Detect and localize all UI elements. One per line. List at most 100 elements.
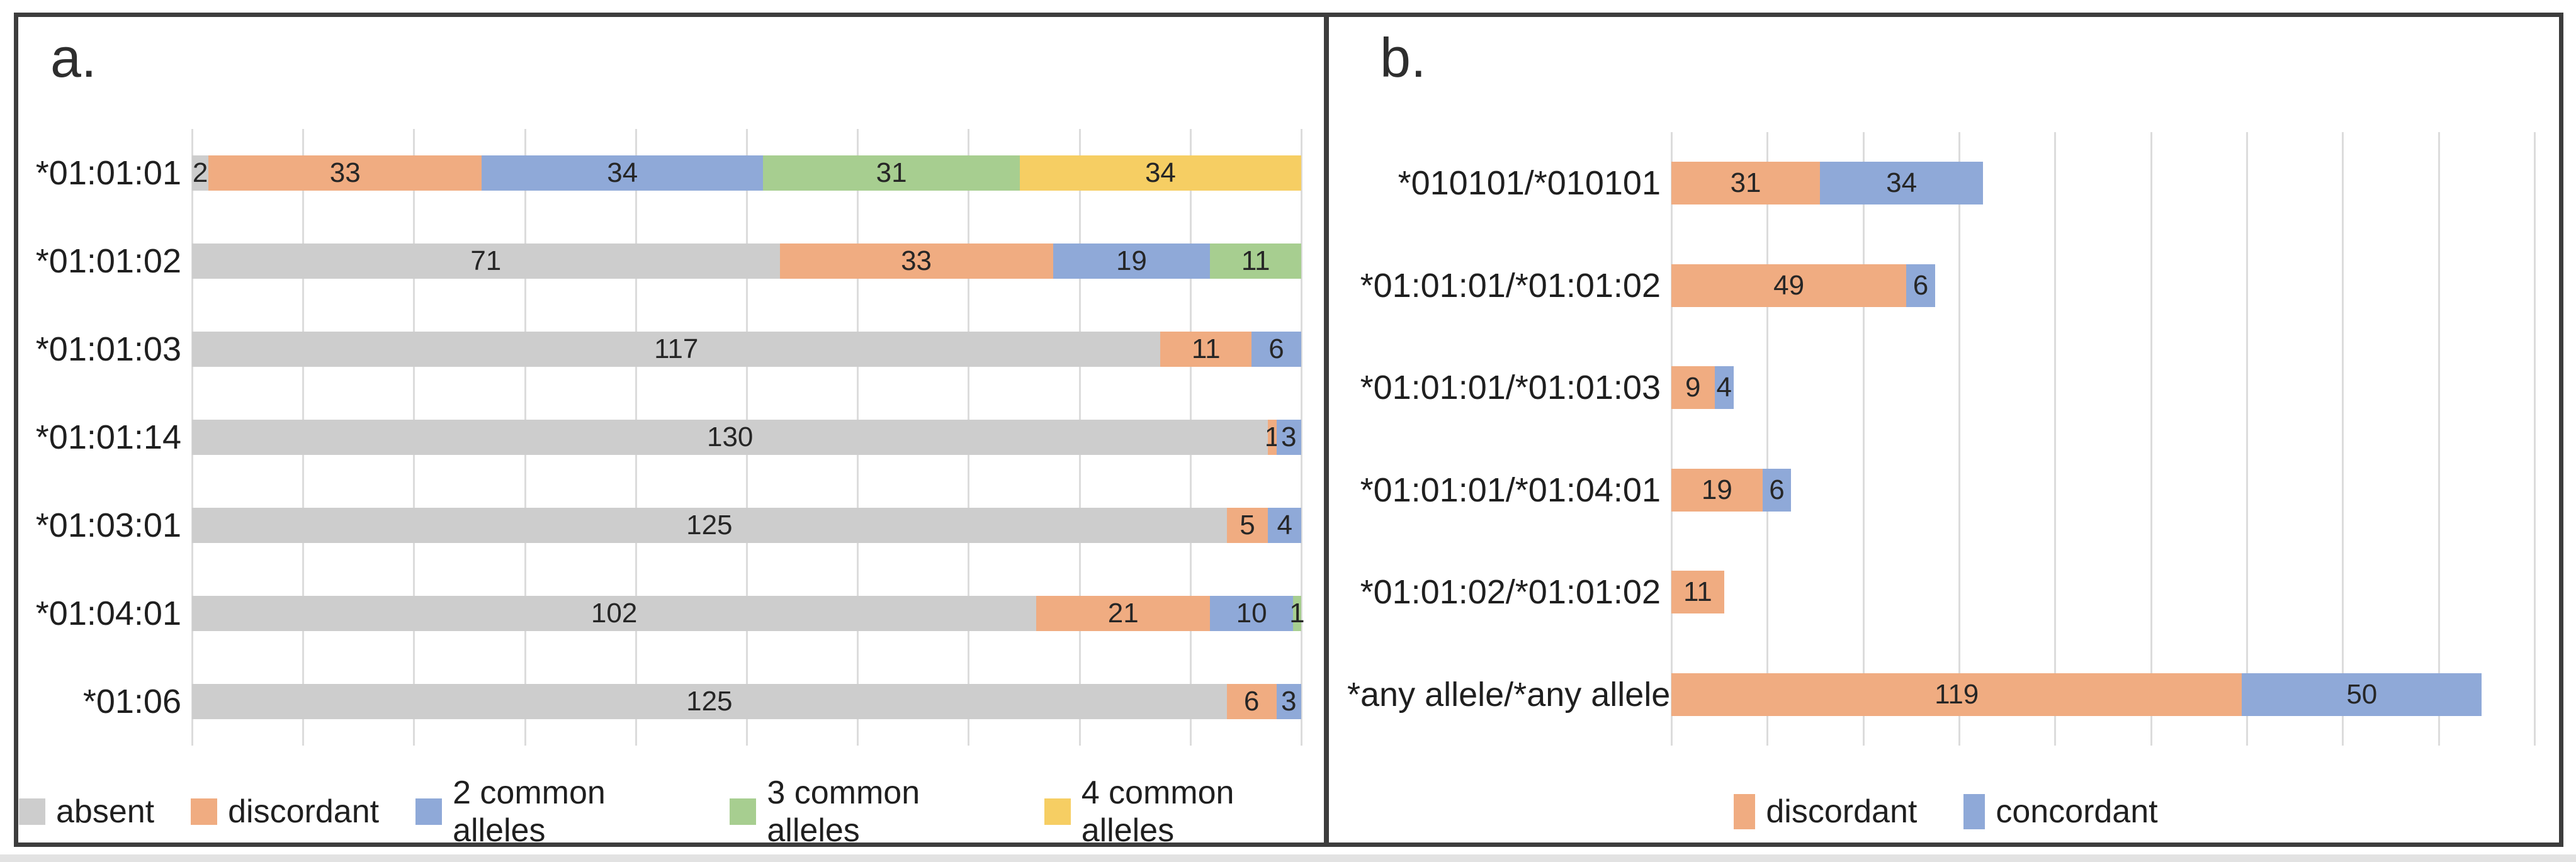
bar-segment: 34 [1019,155,1301,191]
legend-label: discordant [1766,793,1918,830]
bar-segment: 125 [192,508,1227,543]
bar-value-label: 102 [590,598,638,629]
bar-segment: 50 [2242,673,2482,716]
bar-segment: 11 [1160,332,1252,367]
category-label: *01:03:01 [35,507,181,544]
panel-a-plot-area: 2 33 34 31 34 71 33 19 11 117 11 6 130 1 3 125 5 4 102 21 10… [191,129,1305,746]
bar-row: 2 33 34 31 34 [192,155,1301,191]
bar-value-label: 2 [192,157,208,188]
bar-row: 31 34 [1671,162,2534,205]
bar-segment: 3 [1276,420,1301,455]
bar-value-label: 19 [1116,245,1147,276]
category-label: *01:04:01 [35,595,181,632]
bar-segment: 34 [482,155,764,191]
gridline [1766,132,1769,746]
category-label: *01:01:01 [35,154,181,192]
legend-label: 3 common alleles [767,775,920,849]
legend-swatch [1044,798,1071,825]
bar-segment: 71 [192,243,780,279]
bar-row: 117 11 6 [192,332,1301,367]
bar-value-label: 125 [686,686,733,717]
bar-segment: 5 [1226,508,1268,543]
bar-segment: 10 [1210,596,1293,631]
bar-segment: 31 [1671,162,1821,205]
bar-segment: 117 [192,332,1161,367]
bar-segment: 6 [1906,264,1935,307]
gridline [1671,132,1673,746]
bar-segment: 119 [1671,673,2242,716]
bar-segment: 102 [192,596,1037,631]
bar-value-label: 34 [1886,167,1918,199]
bar-segment: 11 [1671,571,1724,614]
bar-value-label: 9 [1685,372,1701,403]
bar-value-label: 11 [1241,245,1270,276]
legend-label: 4 common alleles [1081,775,1234,849]
panel-a-label: a. [50,26,97,89]
gridline [2438,132,2440,746]
bar-row: 130 1 3 [192,420,1301,455]
panel-a-legend: absent discordant 2 common alleles 3 common… [19,775,1322,849]
category-label: *01:01:14 [35,418,181,456]
gridline [2054,132,2057,746]
category-label: *01:01:03 [35,330,181,368]
bar-row: 102 21 10 1 [192,596,1305,631]
category-label: *01:01:02/*01:01:02 [1360,573,1661,612]
legend-item: 3 common alleles [730,774,1007,849]
legend-item: discordant [191,793,379,831]
bar-value-label: 19 [1701,474,1732,505]
bar-segment: 3 [1276,684,1301,719]
bar-value-label: 71 [470,245,502,276]
legend-item: discordant [1734,793,1917,831]
category-label: *010101/*010101 [1398,164,1661,203]
bar-value-label: 6 [1268,333,1284,364]
category-label: *01:01:01/*01:01:03 [1360,369,1661,407]
bar-segment: 2 [192,155,209,191]
bar-segment: 4 [1268,508,1301,543]
bar-row: 125 5 4 [192,508,1301,543]
bar-value-label: 11 [1191,333,1221,364]
bar-value-label: 34 [607,157,638,188]
bar-value-label: 31 [876,157,907,188]
bar-value-label: 11 [1683,576,1712,608]
bar-segment: 6 [1762,468,1792,512]
bar-value-label: 5 [1240,510,1255,540]
legend-item: absent [19,793,154,831]
category-label: *01:01:02 [35,242,181,280]
bar-value-label: 130 [706,422,754,452]
bar-segment: 21 [1036,596,1211,631]
bar-value-label: 3 [1281,422,1297,452]
bar-row: 19 6 [1671,468,2534,512]
bar-value-label: 1 [1289,598,1305,629]
bar-segment: 31 [763,155,1020,191]
bar-segment: 33 [779,243,1053,279]
gridline [2246,132,2248,746]
legend-swatch [1734,794,1756,829]
bar-segment: 130 [192,420,1268,455]
gridline [2342,132,2344,746]
panel-b-legend: discordant concordant [1329,785,2563,838]
bar-segment: 9 [1671,366,1715,410]
bar-segment: 19 [1053,243,1211,279]
bar-segment: 19 [1671,468,1763,512]
bar-value-label: 6 [1912,269,1929,301]
bar-segment: 34 [1820,162,1984,205]
bar-value-label: 3 [1281,686,1297,717]
legend-label: 2 common alleles [453,775,606,849]
bar-value-label: 49 [1773,269,1805,301]
panel-b-category-labels: *010101/*010101 *01:01:01/*01:01:02 *01:01… [1347,132,1670,746]
bar-value-label: 31 [1730,167,1761,199]
legend-swatch [1963,794,1986,829]
bar-value-label: 34 [1144,157,1176,188]
bar-value-label: 6 [1243,686,1260,717]
bar-segment: 1 [1265,420,1280,455]
gridline [2534,132,2536,746]
bottom-edge-shade [0,854,2576,862]
legend-label: concordant [1996,793,2158,830]
bar-value-label: 4 [1277,510,1292,540]
bar-segment: 125 [192,684,1227,719]
legend-item: 4 common alleles [1044,774,1322,849]
bar-row: 71 33 19 11 [192,243,1301,279]
bar-row: 11 [1671,571,2534,614]
